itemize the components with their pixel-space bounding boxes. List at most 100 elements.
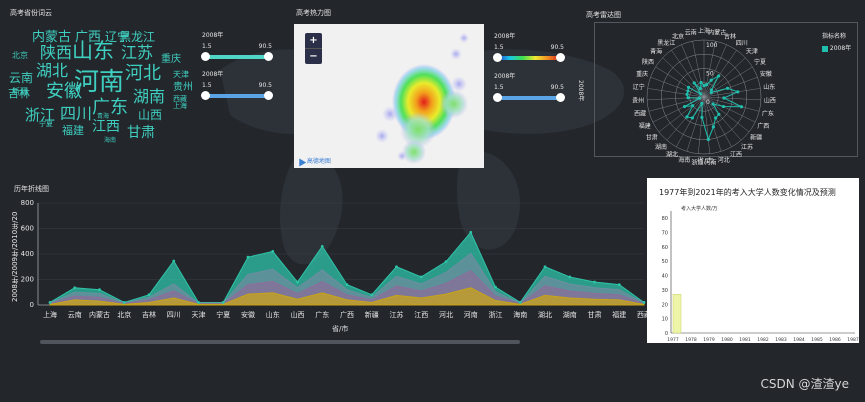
slider-handle-max[interactable] <box>264 91 273 100</box>
area-point[interactable] <box>345 283 349 286</box>
radar-point[interactable] <box>700 101 704 106</box>
slider-handle-max[interactable] <box>556 93 565 102</box>
zoom-out-button[interactable]: − <box>309 51 318 62</box>
radar-point[interactable] <box>706 137 710 142</box>
area-point[interactable] <box>122 301 126 304</box>
area-point[interactable] <box>271 250 275 253</box>
area-point[interactable] <box>642 301 646 304</box>
radar-point[interactable] <box>686 96 690 100</box>
radar-point[interactable] <box>711 102 715 106</box>
slider-handle-min[interactable] <box>493 93 502 102</box>
radar-point[interactable] <box>698 87 703 91</box>
area-point[interactable] <box>197 301 200 304</box>
radar-point[interactable] <box>700 115 704 120</box>
area-point[interactable] <box>73 286 77 290</box>
x-tick-label: 河南 <box>464 310 478 319</box>
wordcloud-word: 吉林 <box>8 87 30 100</box>
area-point[interactable] <box>221 301 225 304</box>
area-series[interactable] <box>49 287 645 306</box>
line-chart-title: 历年折线图 <box>14 185 49 193</box>
slider-handle-max[interactable] <box>556 53 565 62</box>
bar-legend-label: 考入大学人数/万 <box>681 205 718 212</box>
radar-point[interactable] <box>699 92 703 96</box>
area-point[interactable] <box>419 275 423 279</box>
area-point[interactable] <box>172 259 176 263</box>
area-point[interactable] <box>568 275 572 279</box>
radar-legend-item[interactable]: 2008年 <box>822 43 851 52</box>
area-point[interactable] <box>617 283 621 286</box>
radar-point[interactable] <box>739 105 744 109</box>
radar-point[interactable] <box>711 125 715 129</box>
radar-point[interactable] <box>725 86 730 90</box>
radar-point[interactable] <box>709 78 713 82</box>
area-point[interactable] <box>98 288 101 292</box>
radar-point[interactable] <box>709 90 713 95</box>
horizontal-scrollbar[interactable] <box>40 340 520 344</box>
radar-point[interactable] <box>691 104 695 108</box>
radar-point[interactable] <box>717 112 721 116</box>
slider-track[interactable] <box>205 94 269 98</box>
slider-track[interactable] <box>497 96 561 100</box>
radar-point[interactable] <box>704 83 709 87</box>
area-point[interactable] <box>296 280 299 284</box>
x-tick-label: 江苏 <box>390 310 404 319</box>
area-point[interactable] <box>370 293 374 297</box>
radar-point[interactable] <box>685 115 689 119</box>
radar-point[interactable] <box>682 104 687 109</box>
radar-point[interactable] <box>692 81 696 85</box>
wordcloud-word: 辽宁 <box>105 30 130 44</box>
radar-point[interactable] <box>736 90 740 94</box>
radar-point[interactable] <box>709 88 714 92</box>
slider-track[interactable] <box>497 56 561 60</box>
y-tick-label: 400 <box>21 250 34 258</box>
radar-point[interactable] <box>690 116 694 120</box>
radar-point[interactable] <box>686 89 690 93</box>
zoom-in-button[interactable]: + <box>309 35 318 46</box>
zoom-separator <box>305 48 322 49</box>
radar-spoke <box>703 96 756 123</box>
radar-category-label: 山东 <box>763 83 775 91</box>
wordcloud-word: 广西 <box>75 30 102 45</box>
radar-point[interactable] <box>699 80 703 85</box>
area-point[interactable] <box>593 280 596 284</box>
area-series[interactable] <box>49 252 645 306</box>
area-point[interactable] <box>543 265 547 269</box>
area-point[interactable] <box>320 244 324 248</box>
area-point[interactable] <box>494 285 497 289</box>
slider-track[interactable] <box>205 55 269 59</box>
area-point[interactable] <box>147 293 151 297</box>
yearly-line-chart: 0 200 400 600 800 上海 云南 内蒙古 北京 吉林 四川 天津 宁夏 安徽 山东 山西 广东 广西… <box>21 199 650 319</box>
radar-point[interactable] <box>702 84 706 88</box>
slider-handle-min[interactable] <box>201 91 210 100</box>
radar-spoke <box>652 96 705 123</box>
radar-spoke <box>692 41 705 98</box>
radar-spoke <box>703 96 732 147</box>
radar-point[interactable] <box>686 85 691 89</box>
area-point[interactable] <box>469 230 473 234</box>
radar-point[interactable] <box>722 96 726 100</box>
area-point[interactable] <box>518 301 522 304</box>
radar-point[interactable] <box>714 116 718 120</box>
bar-x-tick-label: 1981 <box>739 337 751 343</box>
radar-point[interactable] <box>697 96 702 100</box>
area-point[interactable] <box>395 265 398 269</box>
area-point[interactable] <box>444 260 448 264</box>
x-tick-label: 新疆 <box>365 310 379 319</box>
line-chart-x-label: 省/市 <box>332 325 349 333</box>
radar-point[interactable] <box>721 104 726 109</box>
radar-point[interactable] <box>685 92 689 97</box>
heatmap-map[interactable]: + − 高德地图 <box>294 24 484 168</box>
radar-spoke <box>703 96 710 154</box>
slider-handle-min[interactable] <box>493 53 502 62</box>
x-tick-label: 海南 <box>513 310 527 319</box>
area-series[interactable] <box>49 269 645 306</box>
slider-handle-max[interactable] <box>264 52 273 61</box>
radar-spoke <box>703 96 761 101</box>
area-point[interactable] <box>246 255 250 259</box>
bar-y-tick-label: 80 <box>662 216 668 222</box>
radar-point[interactable] <box>717 74 721 78</box>
area-point[interactable] <box>48 301 52 304</box>
x-tick-label: 四川 <box>167 311 181 319</box>
admission-bar[interactable] <box>672 293 682 334</box>
slider-handle-min[interactable] <box>201 52 210 61</box>
